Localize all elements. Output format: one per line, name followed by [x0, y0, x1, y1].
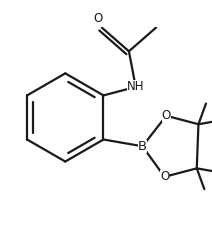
- Text: O: O: [160, 170, 169, 183]
- Text: NH: NH: [127, 80, 144, 93]
- Text: B: B: [138, 140, 147, 153]
- Text: O: O: [162, 109, 171, 122]
- Text: O: O: [94, 12, 103, 25]
